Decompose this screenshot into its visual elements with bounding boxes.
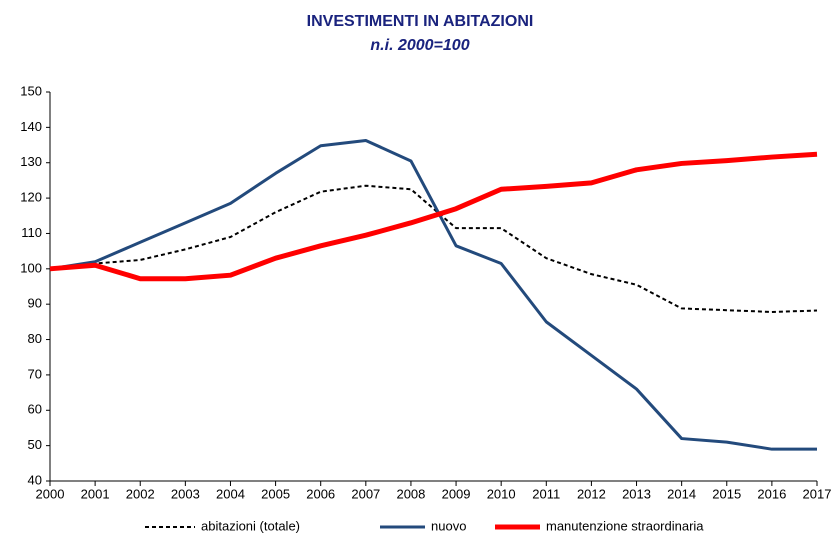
chart-subtitle: n.i. 2000=100 <box>370 37 469 54</box>
y-tick-label: 80 <box>28 331 42 346</box>
x-tick-label: 2005 <box>261 486 290 501</box>
x-tick-label: 2002 <box>126 486 155 501</box>
series-line <box>49 138 817 451</box>
y-tick-label: 110 <box>21 225 42 240</box>
x-tick-label: 2013 <box>622 486 651 501</box>
series-line <box>49 151 818 282</box>
y-tick-label: 60 <box>28 402 42 417</box>
x-tick-label: 2009 <box>442 486 471 501</box>
legend-label: nuovo <box>431 518 466 533</box>
x-tick-label: 2010 <box>487 486 516 501</box>
x-tick-label: 2006 <box>306 486 335 501</box>
y-tick-label: 90 <box>28 296 42 311</box>
x-tick-label: 2004 <box>216 486 245 501</box>
x-tick-label: 2017 <box>803 486 832 501</box>
x-tick-label: 2001 <box>81 486 110 501</box>
y-tick-label: 130 <box>20 154 42 169</box>
x-tick-label: 2016 <box>757 486 786 501</box>
chart-title: INVESTIMENTI IN ABITAZIONI <box>307 13 534 30</box>
y-tick-label: 40 <box>28 472 42 487</box>
series-line <box>49 184 818 313</box>
x-tick-label: 2007 <box>351 486 380 501</box>
x-tick-label: 2014 <box>667 486 696 501</box>
y-tick-label: 140 <box>20 119 42 134</box>
x-tick-label: 2000 <box>36 486 65 501</box>
y-tick-label: 50 <box>28 437 42 452</box>
legend-label: abitazioni (totale) <box>201 518 300 533</box>
legend-label: manutenzione straordinaria <box>546 518 704 533</box>
y-tick-label: 150 <box>20 83 42 98</box>
x-tick-label: 2012 <box>577 486 606 501</box>
x-tick-label: 2003 <box>171 486 200 501</box>
x-tick-label: 2008 <box>396 486 425 501</box>
y-tick-label: 100 <box>20 260 42 275</box>
y-tick-label: 70 <box>28 366 42 381</box>
x-tick-label: 2011 <box>532 486 560 501</box>
y-tick-label: 120 <box>20 190 42 205</box>
x-tick-label: 2015 <box>712 486 741 501</box>
